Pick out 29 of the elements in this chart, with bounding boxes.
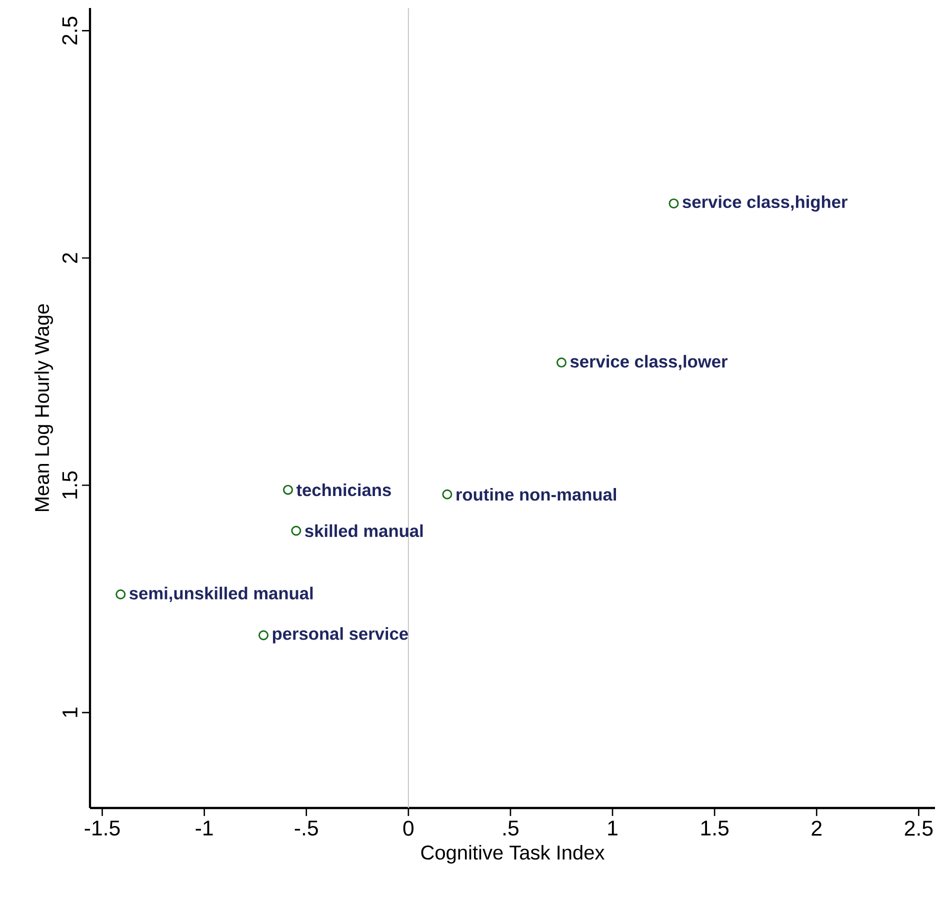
x-tick-label: 2.5 — [904, 820, 933, 836]
point — [282, 484, 293, 495]
y-axis-title: Mean Log Hourly Wage — [34, 304, 54, 512]
annotation: skilled manual — [305, 524, 423, 538]
x-tick-label: 2 — [812, 820, 822, 836]
x-tick-label: -1.5 — [84, 820, 120, 836]
x-tick-label: 0 — [403, 820, 414, 836]
x-axis-title: Cognitive Task Index — [421, 844, 605, 864]
x-tick-label: 1 — [608, 820, 618, 836]
annotation: personal service — [272, 627, 408, 644]
point — [291, 526, 302, 536]
y-tick-label: 2 — [62, 253, 78, 263]
annotation: routine non-manual — [456, 488, 616, 501]
x-tick-label: -1 — [196, 820, 213, 836]
x-tick-label: 1.5 — [701, 820, 728, 836]
point — [442, 489, 452, 500]
annotation: service class,lower — [570, 354, 728, 370]
point — [556, 358, 566, 368]
y-tick-label: 2.5 — [62, 16, 78, 44]
annotation: semi,unskilled manual — [129, 586, 313, 602]
point — [116, 589, 126, 600]
y-tick-label: 1 — [62, 708, 78, 717]
annotation: technicians — [296, 483, 391, 496]
x-tick-label: -.5 — [294, 820, 318, 836]
x-tick-label: .5 — [504, 820, 518, 836]
annotation: service class,higher — [682, 195, 848, 212]
point — [668, 198, 679, 208]
point — [258, 630, 268, 640]
y-tick-label: 1.5 — [62, 471, 78, 498]
